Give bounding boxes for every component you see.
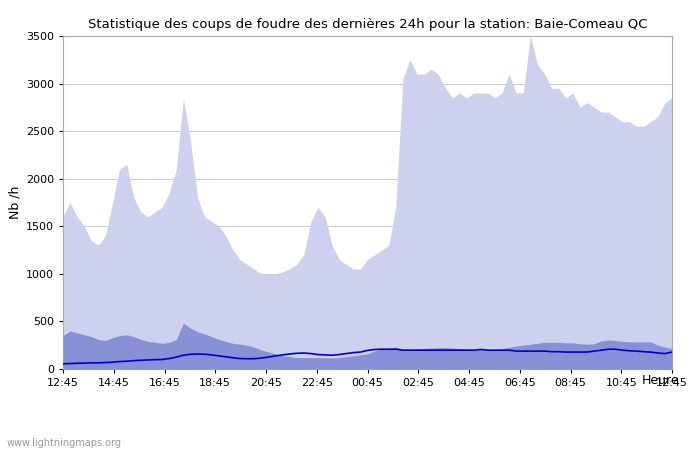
Title: Statistique des coups de foudre des dernières 24h pour la station: Baie-Comeau Q: Statistique des coups de foudre des dern… bbox=[88, 18, 648, 31]
Text: www.lightningmaps.org: www.lightningmaps.org bbox=[7, 438, 122, 448]
Y-axis label: Nb /h: Nb /h bbox=[8, 186, 22, 219]
Text: Heure: Heure bbox=[641, 374, 679, 387]
